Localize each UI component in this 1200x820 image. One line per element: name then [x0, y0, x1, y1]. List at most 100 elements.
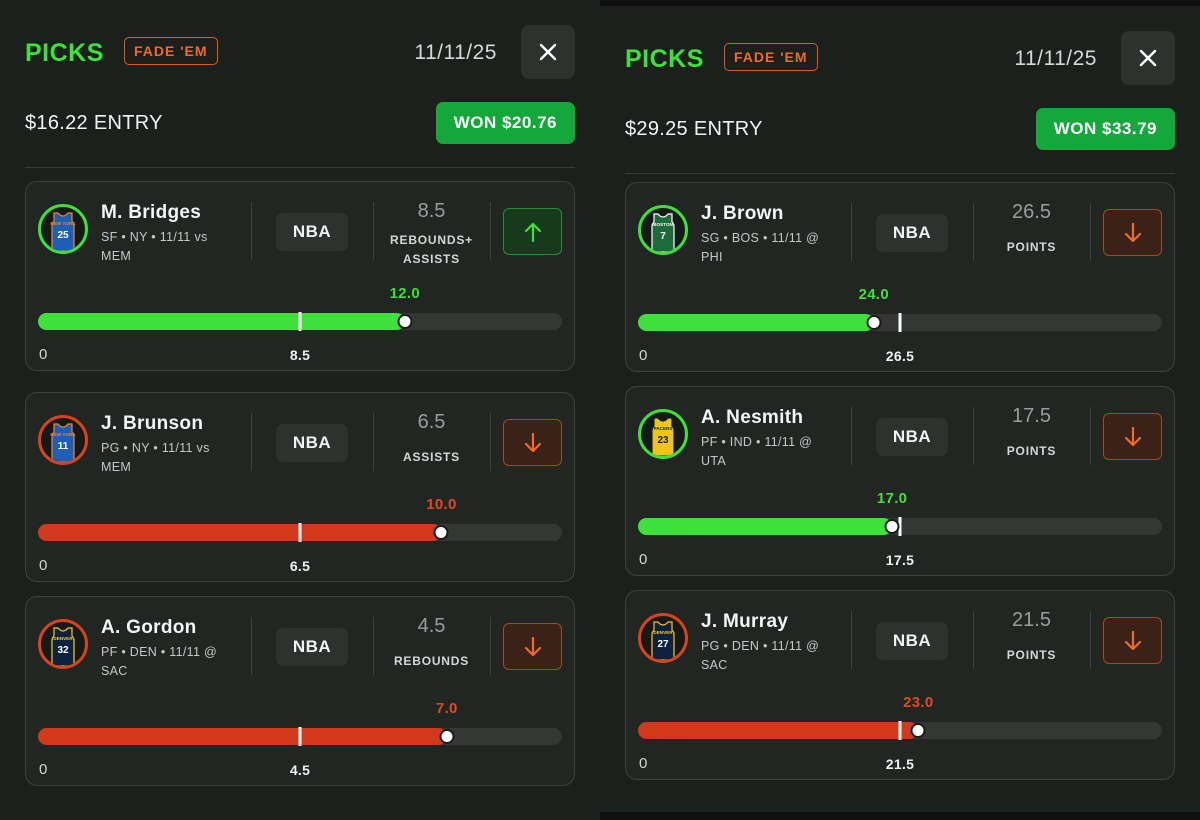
divider	[490, 202, 491, 260]
stat-type: POINTS	[1006, 444, 1057, 458]
stat-type: POINTS	[1006, 240, 1057, 254]
player-name: A. Gordon	[101, 617, 197, 638]
projection-line: 17.5	[1012, 405, 1051, 427]
stat-type: POINTS	[1006, 648, 1057, 662]
divider	[625, 173, 1175, 174]
line-marker	[298, 523, 302, 542]
player-info: PG • DEN • 11/11 @ SAC	[701, 639, 820, 672]
player-info: PF • DEN • 11/11 @ SAC	[101, 645, 217, 678]
player-info: SF • NY • 11/11 vs MEM	[101, 230, 208, 263]
league-badge: NBA	[876, 418, 948, 456]
actual-value: 7.0	[435, 700, 458, 717]
divider	[251, 202, 252, 260]
line-marker	[298, 312, 302, 331]
pick-panel-right: PICKS FADE 'EM 11/11/25 $29.25 ENTRY WON $33…	[600, 6, 1200, 812]
progress-track	[638, 721, 1162, 740]
line-marker	[898, 517, 902, 536]
arrow-down-icon	[524, 432, 541, 452]
arrow-down-icon	[1124, 222, 1141, 242]
stat-type: ASSISTS	[403, 450, 460, 464]
stat-type: REBOUNDS	[393, 654, 470, 668]
axis-line-label: 17.5	[885, 552, 915, 568]
player-name: A. Nesmith	[701, 407, 804, 428]
league-badge: NBA	[276, 424, 348, 462]
axis-line-label: 26.5	[885, 348, 915, 364]
divider	[373, 617, 374, 675]
axis-zero-label: 0	[39, 761, 48, 778]
projection-line: 26.5	[1012, 201, 1051, 223]
won-amount-button[interactable]: WON $33.79	[1035, 108, 1175, 150]
close-button[interactable]	[1121, 31, 1175, 85]
player-name: J. Murray	[701, 611, 789, 632]
entry-amount: $29.25 ENTRY	[625, 118, 763, 140]
close-icon	[1139, 49, 1157, 67]
stat-type: ASSISTS	[403, 252, 460, 266]
league-badge: NBA	[876, 214, 948, 252]
divider	[851, 407, 852, 465]
arrow-down-icon	[1124, 426, 1141, 446]
progress-knob	[439, 729, 455, 744]
less-button[interactable]	[1103, 413, 1162, 460]
player-info: SG • BOS • 11/11 @ PHI	[701, 231, 820, 264]
divider	[1090, 407, 1091, 465]
progress-track	[38, 727, 562, 746]
pick-card[interactable]: NEW YORK 11 J. Brunson PG • NY • 11/11 vs M…	[25, 392, 575, 582]
player-info: PF • IND • 11/11 @ UTA	[701, 435, 813, 468]
pick-card[interactable]: PACERS 23 A. Nesmith PF • IND • 11/11 @ UTA…	[625, 386, 1175, 576]
jersey-image: BOSTON 7	[651, 213, 675, 252]
jersey-image: PACERS 23	[651, 417, 675, 456]
close-button[interactable]	[521, 25, 575, 79]
divider	[373, 202, 374, 260]
league-badge: NBA	[276, 628, 348, 666]
divider	[851, 611, 852, 669]
pick-card[interactable]: BOSTON 7 J. Brown SG • BOS • 11/11 @ PHI NBA…	[625, 182, 1175, 372]
pick-card[interactable]: DENVER 27 J. Murray PG • DEN • 11/11 @ SAC N…	[625, 590, 1175, 780]
svg-text:11: 11	[58, 441, 69, 452]
jersey-image: NEW YORK 11	[50, 423, 76, 462]
svg-text:32: 32	[57, 645, 69, 656]
less-button[interactable]	[503, 623, 562, 670]
won-amount-button[interactable]: WON $20.76	[435, 102, 575, 144]
axis-zero-label: 0	[639, 551, 648, 568]
player-avatar: BOSTON 7	[638, 205, 688, 255]
jersey-image: DENVER 32	[51, 627, 75, 666]
less-button[interactable]	[1103, 209, 1162, 256]
picks-title: PICKS	[625, 45, 704, 73]
divider	[490, 617, 491, 675]
panel-header: PICKS FADE 'EM 11/11/25	[625, 31, 1175, 85]
axis-zero-label: 0	[39, 557, 48, 574]
progress-knob	[866, 315, 882, 330]
pick-card[interactable]: NEW YORK 25 M. Bridges SF • NY • 11/11 vs M…	[25, 181, 575, 371]
fade-em-badge: FADE 'EM	[124, 37, 218, 65]
progress-knob	[433, 525, 449, 540]
progress-knob	[910, 723, 926, 738]
player-name: M. Bridges	[101, 202, 202, 223]
entry-row: $29.25 ENTRY WON $33.79	[625, 108, 1175, 150]
axis-zero-label: 0	[639, 755, 648, 772]
divider	[490, 413, 491, 471]
divider	[251, 617, 252, 675]
arrow-up-icon	[524, 222, 541, 242]
axis-line-label: 8.5	[289, 347, 311, 363]
progress-track	[38, 523, 562, 542]
svg-text:25: 25	[57, 230, 69, 241]
svg-text:27: 27	[657, 639, 669, 650]
projection-line: 4.5	[417, 615, 446, 637]
axis-line-label: 6.5	[289, 558, 311, 574]
divider	[1090, 203, 1091, 261]
player-name: J. Brown	[701, 203, 784, 224]
picks-title: PICKS	[25, 39, 104, 67]
pick-card[interactable]: DENVER 32 A. Gordon PF • DEN • 11/11 @ SAC N…	[25, 596, 575, 786]
progress-track	[638, 313, 1162, 332]
stat-type: REBOUNDS+	[390, 233, 473, 247]
league-badge: NBA	[876, 622, 948, 660]
actual-value: 23.0	[903, 694, 934, 711]
svg-text:DENVER: DENVER	[53, 636, 73, 641]
svg-text:NEW YORK: NEW YORK	[50, 221, 76, 226]
progress-fill	[38, 313, 405, 330]
more-button[interactable]	[503, 208, 562, 255]
less-button[interactable]	[1103, 617, 1162, 664]
actual-value: 10.0	[426, 496, 457, 513]
less-button[interactable]	[503, 419, 562, 466]
axis-zero-label: 0	[39, 346, 48, 363]
